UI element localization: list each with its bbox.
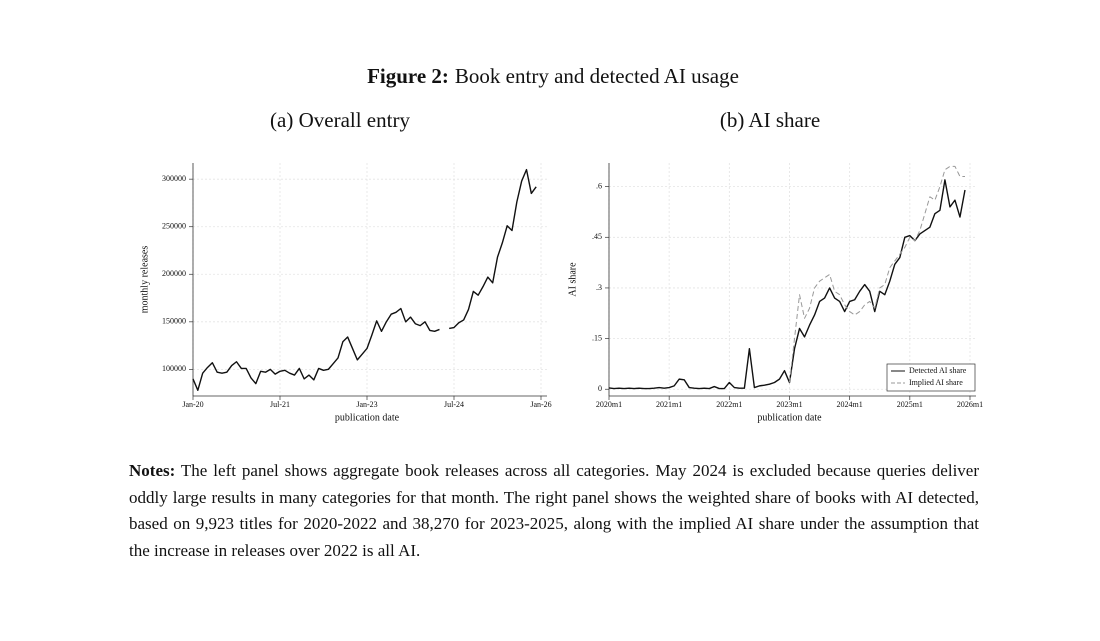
x-tick-label: 2024m1 — [837, 400, 863, 409]
y-tick-label: .15 — [592, 333, 602, 342]
data-line — [789, 165, 965, 383]
x-axis-label: publication date — [335, 412, 400, 423]
x-axis-label: publication date — [757, 412, 822, 423]
x-tick-label: Jul-24 — [444, 400, 464, 409]
panel-title: (a) Overall entry — [270, 108, 410, 132]
legend-box — [886, 363, 976, 392]
y-axis-label: AI share — [567, 262, 578, 297]
figure-title-text: Book entry and detected AI usage — [455, 64, 739, 88]
x-tick-label: 2022m1 — [716, 400, 742, 409]
x-tick-label: 2021m1 — [656, 400, 682, 409]
legend-label: Detected AI share — [909, 366, 967, 375]
figure-title: Figure 2: Book entry and detected AI usag… — [367, 64, 739, 88]
y-tick-label: .6 — [596, 181, 602, 190]
x-tick-label: 2025m1 — [897, 400, 923, 409]
notes: Notes: The left panel shows aggregate bo… — [129, 458, 979, 564]
x-tick-label: Jan-23 — [356, 400, 377, 409]
notes-text: The left panel shows aggregate book rele… — [129, 461, 980, 560]
x-tick-label: Jan-26 — [530, 400, 551, 409]
y-axis-label: monthly releases — [139, 246, 150, 314]
x-tick-label: Jan-20 — [182, 400, 203, 409]
y-tick-label: 0 — [598, 384, 602, 393]
y-tick-label: 200000 — [162, 269, 186, 278]
data-line — [192, 168, 537, 391]
x-tick-label: Jul-21 — [270, 400, 290, 409]
figure-label: Figure 2: — [367, 64, 449, 88]
panel-title: (b) AI share — [720, 108, 820, 132]
data-line — [608, 179, 966, 390]
x-tick-label: 2020m1 — [596, 400, 622, 409]
notes-label: Notes: — [129, 461, 176, 480]
y-tick-label: 250000 — [162, 222, 186, 231]
y-tick-label: 300000 — [162, 174, 186, 183]
y-tick-label: .3 — [596, 283, 602, 292]
y-tick-label: .45 — [592, 232, 602, 241]
y-tick-label: 100000 — [162, 364, 186, 373]
legend-label: Implied AI share — [909, 378, 963, 387]
x-tick-label: 2023m1 — [776, 400, 802, 409]
x-tick-label: 2026m1 — [957, 400, 983, 409]
y-tick-label: 150000 — [162, 317, 186, 326]
